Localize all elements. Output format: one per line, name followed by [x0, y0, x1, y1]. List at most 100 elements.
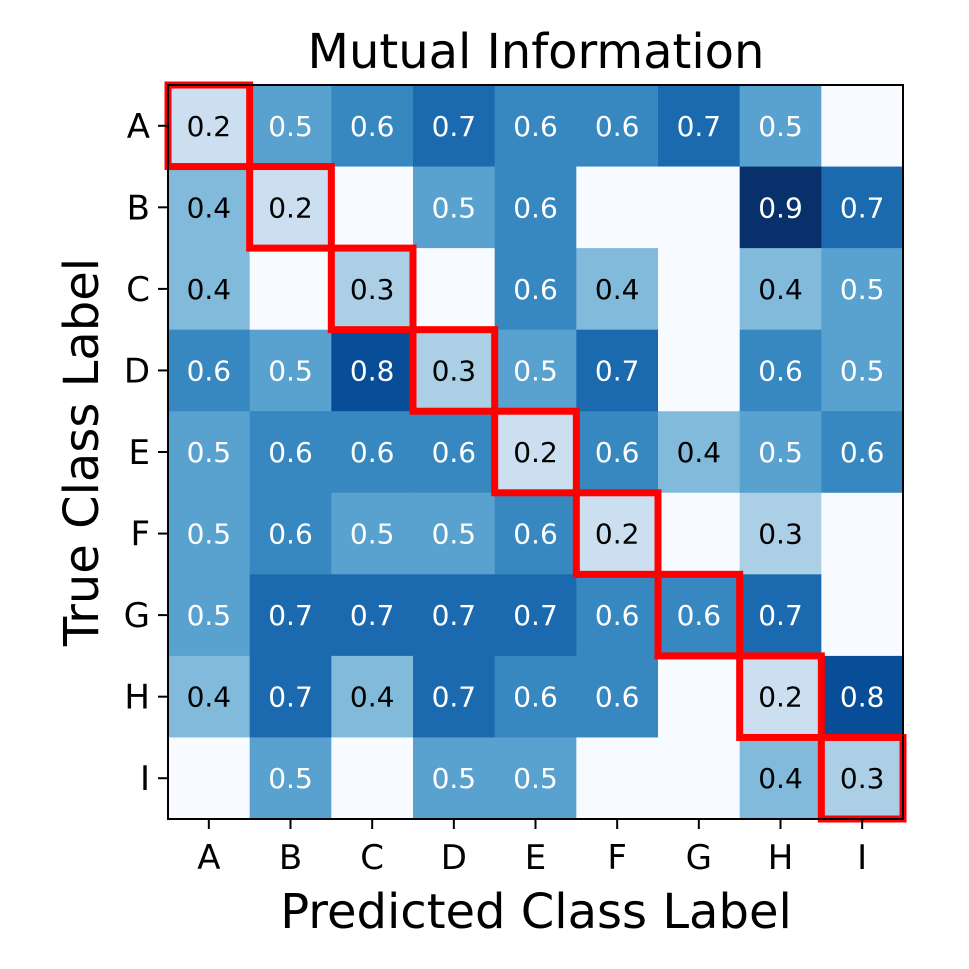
heatmap-cell	[331, 574, 414, 657]
heatmap-cell	[168, 574, 251, 657]
cell-value-label: 0.5	[840, 273, 885, 306]
heatmap-cell	[168, 492, 251, 575]
diagonal-highlight-box	[246, 163, 335, 252]
y-tick-label: B	[127, 188, 150, 228]
heatmap-cell	[249, 492, 332, 575]
x-tick-label: C	[360, 838, 384, 878]
cell-value-label: 0.3	[350, 273, 395, 306]
y-tick-label: A	[127, 107, 150, 147]
heatmap-cell	[413, 166, 496, 249]
heatmap-cell	[576, 655, 659, 739]
cell-value-label: 0.5	[187, 518, 232, 551]
heatmap-cell	[739, 85, 822, 168]
heatmap-cell	[331, 85, 414, 168]
heatmap-cell	[249, 329, 332, 412]
cell-value-label: 0.4	[350, 681, 395, 714]
x-axis-label: Predicted Class Label	[280, 884, 792, 940]
diagonal-highlight-box	[654, 570, 744, 660]
heatmap-cell	[494, 492, 577, 575]
heatmap-cell	[413, 329, 496, 412]
heatmap-cell	[576, 166, 659, 249]
heatmap-cell	[331, 492, 414, 575]
y-tick-label: F	[130, 515, 150, 555]
cell-value-label: 0.6	[758, 354, 803, 387]
heatmap-cell	[494, 329, 577, 412]
heatmap-cell	[494, 411, 577, 494]
heatmap-cell	[168, 737, 251, 820]
cell-value-label: 0.8	[350, 354, 395, 387]
heatmap-cell	[576, 411, 659, 494]
heatmap-cell	[658, 411, 741, 494]
heatmap-cell	[168, 248, 251, 331]
heatmap-cell	[739, 411, 822, 494]
cell-value-label: 0.6	[595, 110, 640, 143]
heatmap-cell	[821, 411, 904, 494]
cell-value-label: 0.6	[187, 354, 232, 387]
cell-value-label: 0.6	[677, 599, 722, 632]
heatmap-cell	[494, 655, 577, 739]
diagonal-highlight	[164, 81, 907, 823]
cell-value-label: 0.6	[513, 681, 558, 714]
cell-value-label: 0.6	[595, 599, 640, 632]
heatmap-cell	[249, 411, 332, 494]
cell-value-label: 0.4	[187, 273, 232, 306]
heatmap-cell	[576, 574, 659, 657]
heatmap-cell	[168, 166, 251, 249]
heatmap-cell	[168, 329, 251, 412]
heatmap-cell	[249, 574, 332, 657]
heatmap-cell	[739, 492, 822, 575]
cell-value-label: 0.2	[595, 518, 640, 551]
cell-value-label: 0.7	[758, 599, 803, 632]
cell-value-label: 0.3	[840, 762, 885, 795]
cell-value-label: 0.5	[840, 354, 885, 387]
cell-value-label: 0.7	[595, 354, 640, 387]
diagonal-highlight-box	[491, 407, 580, 497]
y-tick-label: D	[124, 351, 150, 391]
heatmap-cell	[658, 737, 741, 820]
cell-value-label: 0.5	[432, 191, 477, 224]
cell-value-label: 0.6	[513, 191, 558, 224]
chart-title: Mutual Information	[308, 24, 765, 80]
heatmap-cell	[413, 574, 496, 657]
heatmap-cell	[739, 248, 822, 331]
cell-value-label: 0.3	[758, 518, 803, 551]
heatmap-cell	[821, 737, 904, 820]
heatmap-cell	[821, 574, 904, 657]
heatmap-cell	[658, 248, 741, 331]
heatmap-cell	[821, 492, 904, 575]
heatmap-cell	[331, 329, 414, 412]
cell-value-label: 0.6	[595, 436, 640, 469]
cell-value-label: 0.4	[187, 191, 232, 224]
cell-value-label: 0.7	[677, 110, 722, 143]
cell-value-label: 0.6	[513, 518, 558, 551]
x-tick-label: D	[441, 838, 467, 878]
cell-value-label: 0.5	[187, 599, 232, 632]
heatmap-cell	[413, 411, 496, 494]
y-axis-ticks: A B C D E F G H I	[124, 107, 168, 799]
heatmap-cell	[739, 574, 822, 657]
cell-value-label: 0.7	[432, 681, 477, 714]
cell-value-label: 0.7	[840, 191, 885, 224]
heatmap-cell	[413, 85, 496, 168]
cell-value-label: 0.6	[840, 436, 885, 469]
cell-value-label: 0.4	[187, 681, 232, 714]
cell-value-labels: 0.2 0.5 0.6 0.7 0.6 0.6 0.7 0.5 0.4 0.2 0.5 0.6 0.9 0…	[187, 110, 885, 795]
cell-value-label: 0.4	[595, 273, 640, 306]
diagonal-highlight-box	[327, 244, 417, 334]
cell-value-label: 0.2	[513, 436, 558, 469]
cell-value-label: 0.5	[513, 354, 558, 387]
heatmap-cell	[331, 655, 414, 739]
heatmap-cell	[249, 248, 332, 331]
cell-value-label: 0.6	[268, 436, 313, 469]
heatmap-cell	[658, 166, 741, 249]
cell-value-label: 0.7	[432, 110, 477, 143]
heatmap-cells	[168, 85, 904, 820]
cell-value-label: 0.3	[432, 354, 477, 387]
y-tick-label: C	[126, 270, 150, 310]
y-tick-label: I	[140, 759, 150, 799]
diagonal-highlight-box	[736, 652, 825, 741]
cell-value-label: 0.2	[758, 681, 803, 714]
cell-value-label: 0.4	[758, 273, 803, 306]
cell-value-label: 0.6	[595, 681, 640, 714]
cell-value-label: 0.6	[350, 110, 395, 143]
